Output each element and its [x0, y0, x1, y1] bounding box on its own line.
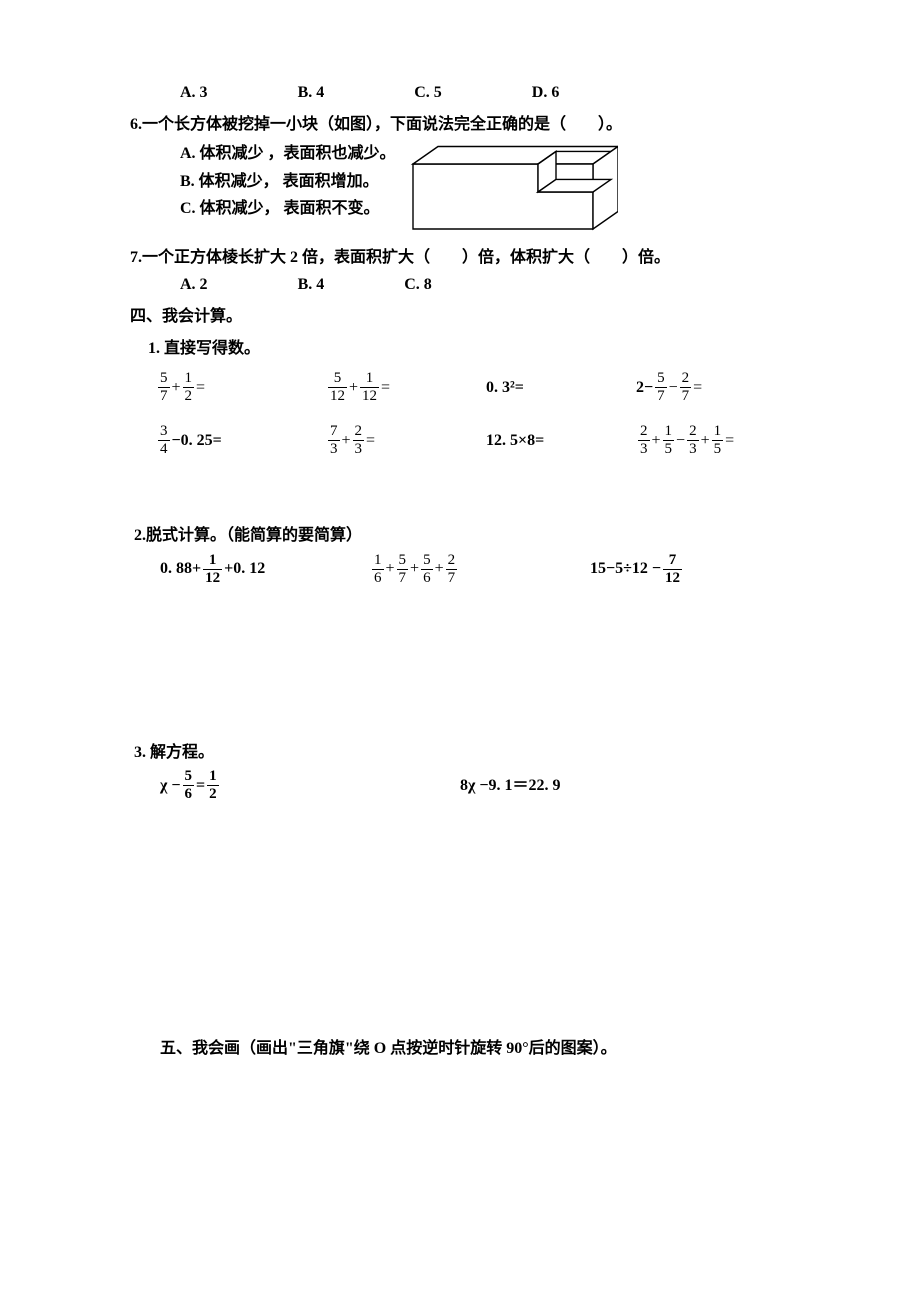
- f4b-n: 2: [680, 371, 692, 386]
- e1-eq: =: [196, 773, 205, 799]
- f6b-n: 2: [353, 424, 365, 439]
- opt-b: B. 4: [298, 272, 325, 298]
- plus: +: [342, 428, 351, 454]
- plus: +: [386, 556, 395, 582]
- f7a-d: 3: [638, 442, 650, 457]
- f2b-d: 12: [360, 389, 379, 404]
- q6-opt-c: C. 体积减少， 表面积不变。: [180, 196, 396, 222]
- e1-var: χ −: [160, 773, 181, 799]
- plus: +: [701, 428, 710, 454]
- sec4-part3-title: 3. 解方程。: [134, 740, 790, 766]
- minus: −: [669, 375, 678, 401]
- part3-row: χ − 5 6 = 1 2 8χ −9. 1＝22. 9: [160, 769, 790, 802]
- plus: +: [172, 375, 181, 401]
- f2a-n: 5: [332, 371, 344, 386]
- p3e1f1-d: 6: [183, 787, 195, 802]
- e1f-n: 1: [207, 553, 219, 568]
- f4b-d: 7: [680, 389, 692, 404]
- plus: +: [410, 556, 419, 582]
- q6-stem: 6.一个长方体被挖掉一小块（如图），下面说法完全正确的是（ ）。: [130, 112, 790, 138]
- p3e1f1-n: 5: [183, 769, 195, 784]
- e1-post: +0. 12: [224, 556, 265, 582]
- e2f3-d: 6: [421, 571, 433, 586]
- opt-b: B. 4: [298, 80, 325, 106]
- eq: =: [725, 428, 734, 454]
- f6a-n: 7: [328, 424, 340, 439]
- f2b-n: 1: [364, 371, 376, 386]
- sec4-title: 四、我会计算。: [130, 304, 790, 330]
- eq: =: [381, 375, 390, 401]
- f6b-d: 3: [353, 442, 365, 457]
- q7-options: A. 2 B. 4 C. 8: [180, 272, 790, 298]
- f7c-d: 3: [687, 442, 699, 457]
- f7c-n: 2: [687, 424, 699, 439]
- e1f-d: 12: [203, 571, 222, 586]
- plus: +: [652, 428, 661, 454]
- f1b-d: 2: [183, 389, 195, 404]
- f1b-n: 1: [183, 371, 195, 386]
- cuboid-notch-figure: [408, 139, 618, 243]
- q6-opt-b: B. 体积减少， 表面积增加。: [180, 169, 396, 195]
- f7d-d: 5: [712, 442, 724, 457]
- calc-row1: 57 + 12 = 512 + 112 = 0. 3²= 2− 57 − 27 …: [156, 371, 790, 404]
- e2f3-n: 5: [421, 553, 433, 568]
- f2a-d: 12: [328, 389, 347, 404]
- plus: +: [435, 556, 444, 582]
- f7a-n: 2: [638, 424, 650, 439]
- q5-options: A. 3 B. 4 C. 5 D. 6: [180, 80, 790, 106]
- p3e1f2-n: 1: [207, 769, 219, 784]
- opt-a: A. 2: [180, 272, 208, 298]
- e3f-n: 7: [667, 553, 679, 568]
- e2f4-d: 7: [446, 571, 458, 586]
- c4-pre: 2−: [636, 375, 653, 401]
- e1-pre: 0. 88+: [160, 556, 201, 582]
- e2f4-n: 2: [446, 553, 458, 568]
- e2f2-d: 7: [397, 571, 409, 586]
- eq: =: [366, 428, 375, 454]
- minus: −: [676, 428, 685, 454]
- calc-03sq: 0. 3²=: [486, 375, 636, 401]
- opt-c: C. 5: [414, 80, 442, 106]
- f7d-n: 1: [712, 424, 724, 439]
- f4a-d: 7: [655, 389, 667, 404]
- p3-e2: 8χ −9. 1＝22. 9: [460, 769, 561, 802]
- r2c1-tail: −0. 25=: [172, 428, 222, 454]
- q7-stem: 7.一个正方体棱长扩大 2 倍，表面积扩大（ ）倍，体积扩大（ ）倍。: [130, 245, 790, 271]
- part2-row: 0. 88+ 112 +0. 12 16 + 57 + 56 + 27 15−5…: [160, 553, 790, 586]
- f7b-d: 5: [663, 442, 675, 457]
- sec4-part1-title: 1. 直接写得数。: [148, 336, 790, 362]
- sec5-title: 五、我会画（画出"三角旗"绕 O 点按逆时针旋转 90°后的图案）。: [160, 1036, 790, 1062]
- e2f1-d: 6: [372, 571, 384, 586]
- q6-opt-a: A. 体积减少 ，表面积也减少。: [180, 141, 396, 167]
- e2f1-n: 1: [372, 553, 384, 568]
- opt-d: D. 6: [532, 80, 560, 106]
- p3e1f2-d: 2: [207, 787, 219, 802]
- e3-pre: 15−5÷12 −: [590, 556, 661, 582]
- eq: =: [693, 375, 702, 401]
- f6a-d: 3: [328, 442, 340, 457]
- calc-row2: 34 −0. 25= 73 + 23 = 12. 5×8= 23 + 15 − …: [156, 424, 790, 457]
- e3f-d: 12: [663, 571, 682, 586]
- f5a-n: 3: [158, 424, 170, 439]
- f1a-d: 7: [158, 389, 170, 404]
- sec4-part2-title: 2.脱式计算。（能简算的要简算）: [134, 523, 790, 549]
- opt-a: A. 3: [180, 80, 208, 106]
- eq: =: [196, 375, 205, 401]
- f5a-d: 4: [158, 442, 170, 457]
- calc-125x8: 12. 5×8=: [486, 428, 636, 454]
- f1a-n: 5: [158, 371, 170, 386]
- e2f2-n: 5: [397, 553, 409, 568]
- f4a-n: 5: [655, 371, 667, 386]
- opt-c: C. 8: [404, 272, 432, 298]
- plus: +: [349, 375, 358, 401]
- f7b-n: 1: [663, 424, 675, 439]
